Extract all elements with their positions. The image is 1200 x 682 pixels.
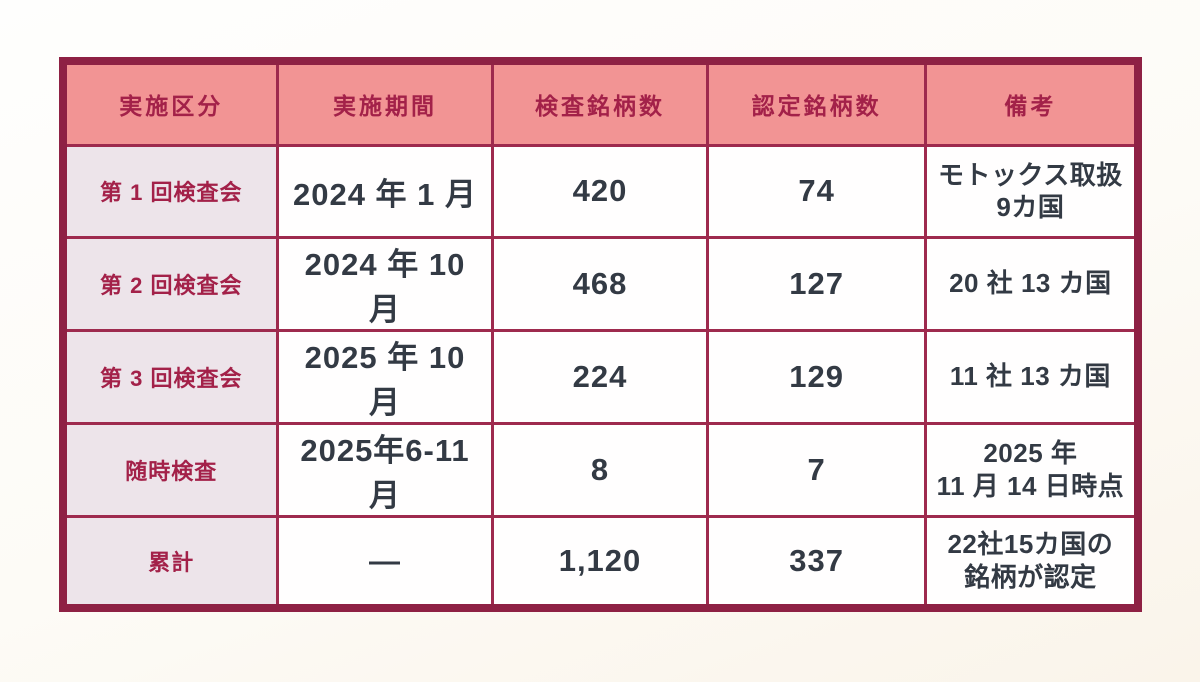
header-cell-period: 実施期間	[276, 59, 494, 147]
table-row-total: 累計 — 1,120 337 22社15カ国の 銘柄が認定	[61, 514, 1139, 610]
certified-count-cell: 129	[705, 328, 928, 425]
row-label-total: 累計	[61, 514, 279, 610]
row-label: 第 3 回検査会	[61, 328, 279, 425]
table-row-adhoc-inspection: 随時検査 2025年6-11月 8 7 2025 年 11 月 14 日時点	[61, 421, 1139, 518]
inspection-results-table: 実施区分 実施期間 検査銘柄数 認定銘柄数 備考 第 1 回検査会 2024 年…	[58, 57, 1142, 612]
remark-cell: 22社15カ国の 銘柄が認定	[924, 514, 1139, 610]
header-cell-category: 実施区分	[61, 59, 279, 147]
remark-cell: 2025 年 11 月 14 日時点	[924, 421, 1139, 518]
table-row-inspection-3: 第 3 回検査会 2025 年 10 月 224 129 11 社 13 カ国	[61, 328, 1139, 425]
inspected-count-cell: 468	[491, 235, 709, 332]
header-row: 実施区分 実施期間 検査銘柄数 認定銘柄数 備考	[61, 59, 1139, 147]
period-cell: 2024 年 1 月	[276, 143, 494, 239]
period-cell: 2025年6-11月	[276, 421, 494, 518]
inspected-count-cell: 8	[491, 421, 709, 518]
inspected-count-cell: 1,120	[491, 514, 709, 610]
certified-count-cell: 7	[705, 421, 928, 518]
period-cell: 2025 年 10 月	[276, 328, 494, 425]
remark-cell: 11 社 13 カ国	[924, 328, 1139, 425]
certified-count-cell: 337	[705, 514, 928, 610]
remark-cell: モトックス取扱 9カ国	[924, 143, 1139, 239]
certified-count-cell: 127	[705, 235, 928, 332]
inspected-count-cell: 224	[491, 328, 709, 425]
header-cell-certified-count: 認定銘柄数	[705, 59, 928, 147]
table-row-inspection-2: 第 2 回検査会 2024 年 10 月 468 127 20 社 13 カ国	[61, 235, 1139, 332]
certified-count-cell: 74	[705, 143, 928, 239]
period-cell: 2024 年 10 月	[276, 235, 494, 332]
header-cell-inspected-count: 検査銘柄数	[491, 59, 709, 147]
table-row-inspection-1: 第 1 回検査会 2024 年 1 月 420 74 モトックス取扱 9カ国	[61, 143, 1139, 239]
inspected-count-cell: 420	[491, 143, 709, 239]
remark-cell: 20 社 13 カ国	[924, 235, 1139, 332]
row-label: 随時検査	[61, 421, 279, 518]
row-label: 第 1 回検査会	[61, 143, 279, 239]
period-cell: —	[276, 514, 494, 610]
row-label: 第 2 回検査会	[61, 235, 279, 332]
header-cell-remarks: 備考	[924, 59, 1139, 147]
